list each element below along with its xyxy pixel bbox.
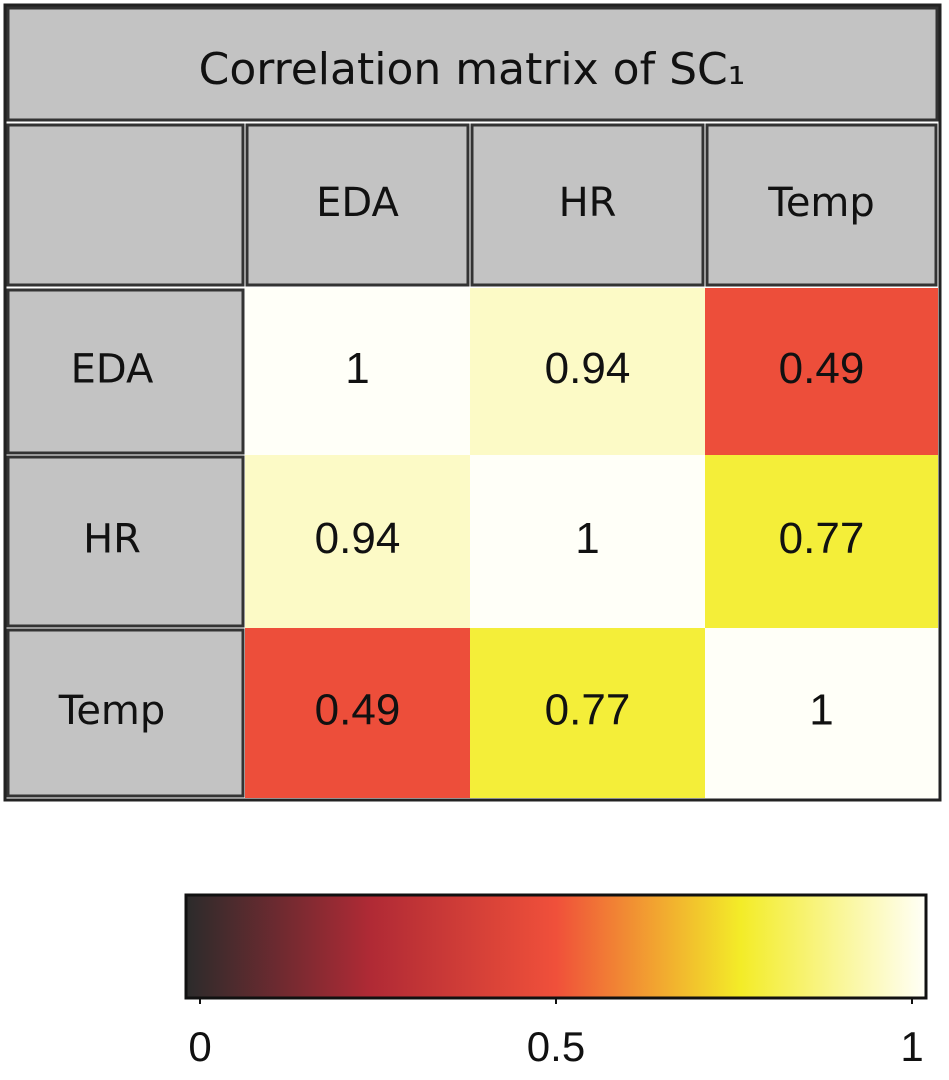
cell-value: 1 (575, 514, 599, 563)
column-header: Temp (767, 180, 875, 226)
colorbar-tick-label: 1 (900, 1023, 923, 1070)
heatmap-cell (470, 628, 705, 798)
corner-cell (6, 123, 245, 287)
column-header: HR (559, 180, 617, 226)
heatmap-cell (470, 288, 705, 455)
cell-value: 1 (345, 344, 369, 393)
heatmap-cell (245, 628, 470, 798)
row-header-cell (6, 455, 245, 628)
row-header: HR (83, 517, 141, 563)
colorbar (184, 893, 928, 1000)
title-cell (6, 6, 939, 122)
column-header-cell (705, 123, 938, 287)
heatmap-cell (705, 628, 938, 798)
cell-value: 0.49 (315, 686, 401, 735)
heatmap-cell (705, 288, 938, 455)
heatmap-cell (245, 288, 470, 455)
cell-value: 0.49 (779, 344, 865, 393)
column-header-cell (245, 123, 470, 287)
heatmap-cell (705, 455, 938, 628)
column-header-cell (470, 123, 705, 287)
cell-value: 1 (809, 686, 833, 735)
row-header-cell (6, 288, 245, 455)
colorbar-tick-label: 0.5 (527, 1023, 585, 1070)
cell-value: 0.77 (545, 686, 631, 735)
heatmap-cell (245, 455, 470, 628)
column-header: EDA (316, 180, 399, 226)
row-header-cell (6, 628, 245, 798)
cell-value: 0.77 (779, 514, 865, 563)
cell-value: 0.94 (545, 344, 631, 393)
row-header: EDA (71, 347, 154, 393)
cell-value: 0.94 (315, 514, 401, 563)
row-header: Temp (58, 688, 166, 734)
chart-title: Correlation matrix of SC₁ (199, 44, 746, 95)
heatmap-cell (470, 455, 705, 628)
colorbar-tick-label: 0 (188, 1023, 211, 1070)
